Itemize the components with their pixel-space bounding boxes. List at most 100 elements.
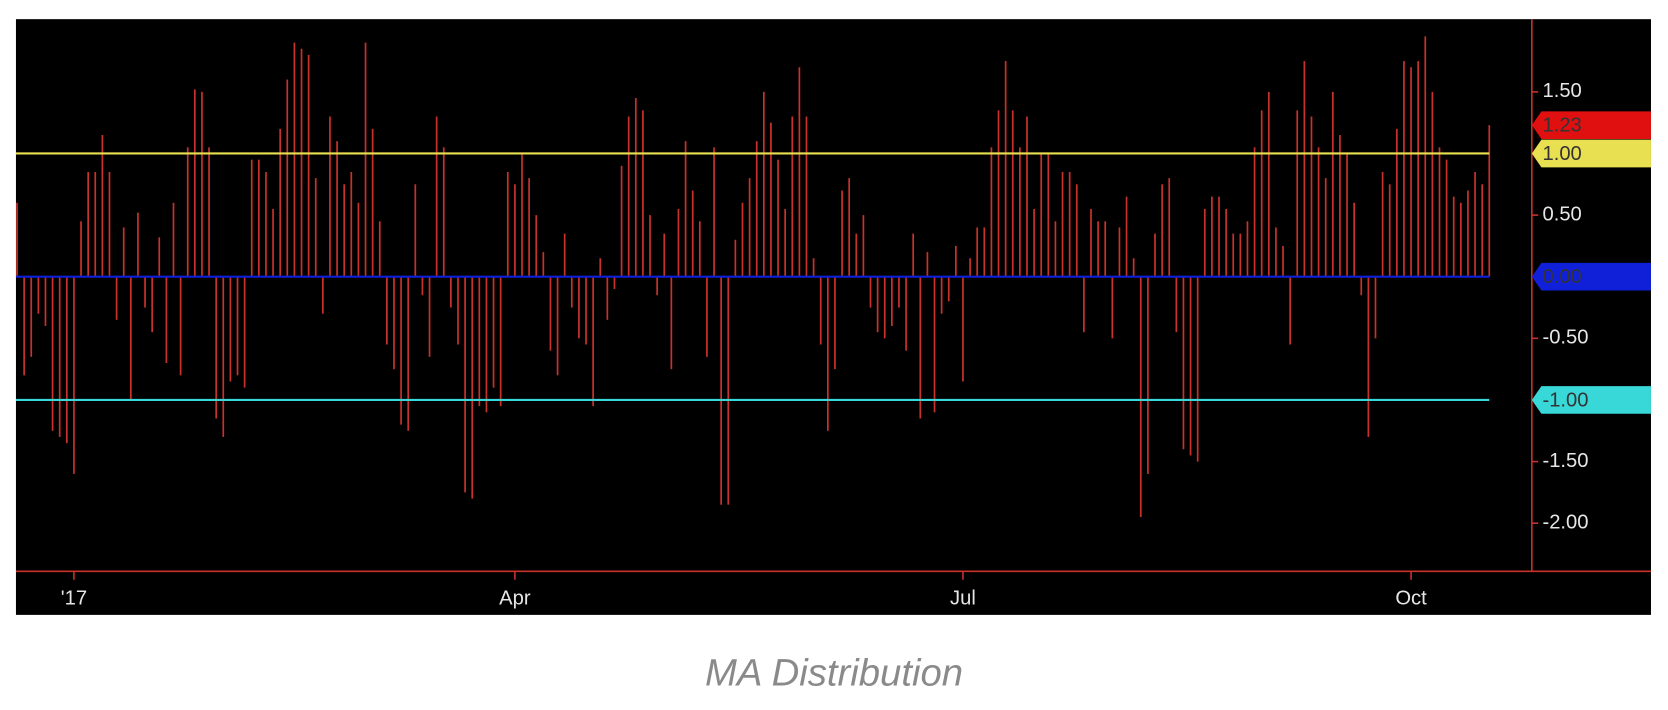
reference-tag-label: -1.00 [1542,389,1588,411]
bar [634,98,637,277]
bar [314,178,317,277]
bar [1026,116,1028,277]
bar [898,276,900,308]
bar [1459,202,1462,277]
bar [364,42,367,277]
bar [1253,147,1256,277]
bar [762,91,765,277]
bar [734,239,737,277]
bar [1232,233,1235,277]
bar [144,276,146,308]
bar [613,276,616,290]
x-tick-label: Jul [950,587,976,609]
bar [1296,110,1299,277]
bar [30,276,33,357]
y-tick-label: -1.50 [1542,450,1588,472]
x-tick-label: '17 [61,587,87,609]
bar [478,276,481,407]
bar [457,276,459,345]
bar [485,276,488,413]
bar [506,171,509,277]
bar [720,276,722,505]
bar [137,212,139,277]
bar [1040,153,1043,277]
bar [926,252,929,277]
bar [1381,171,1384,277]
bar [1104,221,1107,277]
bar [421,276,424,296]
bar [1267,91,1270,277]
bar [606,276,609,320]
bar [243,276,246,388]
chart-background [15,19,1651,615]
bar [1011,110,1014,277]
bar [1260,110,1263,277]
bar [570,276,573,308]
bar [186,147,189,277]
bar [371,128,374,277]
last-value-tag-shape [1531,111,1651,139]
bar [1125,196,1128,277]
bar [869,276,872,308]
bar [947,276,950,302]
bar [983,227,986,277]
bar [1360,276,1363,296]
bar [101,135,104,277]
bar [1339,135,1341,277]
bar [23,276,25,376]
reference-tag-label: 0.00 [1542,266,1581,288]
bar [414,184,417,277]
bar [1047,153,1050,277]
bar [777,159,779,277]
bar [357,202,360,277]
bar [556,276,559,376]
bar [905,276,907,351]
reference-tag-shape [1531,139,1651,168]
bar [1033,208,1035,277]
bar [1481,184,1484,277]
bar [400,276,402,425]
bar [1061,171,1064,277]
bar [549,276,552,351]
bar [841,190,843,277]
bar [1467,190,1469,277]
bar [1075,184,1078,277]
bar [642,110,644,277]
bar [684,141,687,277]
bar [1225,208,1227,277]
bar [727,276,730,505]
bar [1211,196,1213,277]
bar [151,276,154,333]
bar [1488,125,1491,277]
bar [1275,227,1277,277]
bar [919,276,922,419]
bar [1331,91,1334,277]
bar [350,171,353,277]
bar [997,110,1000,277]
bar [528,178,530,277]
x-tick-label: Oct [1395,587,1427,609]
bar [1395,128,1398,277]
bar [620,165,623,277]
bar [1438,147,1441,277]
bar [272,208,274,277]
bar [293,42,296,277]
bar [407,276,410,431]
bar [883,276,886,339]
bar [862,215,865,277]
bar [755,141,758,277]
bar [471,276,474,499]
bar [1118,227,1121,277]
bar [80,221,82,277]
caption: MA Distribution [705,652,963,695]
bar [37,276,40,314]
bar [798,67,801,277]
bar [336,141,338,277]
bar [1317,147,1320,277]
bar [962,276,964,382]
bar [770,122,772,277]
bar [912,233,915,277]
bar [378,221,381,277]
bar [193,89,196,277]
x-tick-label: Apr [499,587,531,609]
